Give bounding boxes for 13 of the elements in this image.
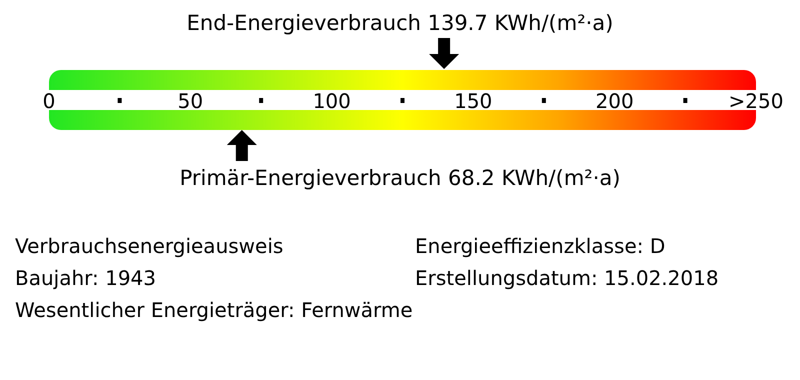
- x-tick-label: >250: [728, 89, 784, 113]
- annotation: Verbrauchsenergieausweis: [15, 234, 284, 258]
- y-tick-label: End-Energieverbrauch 139.7 KWh/(m²·a): [186, 11, 614, 35]
- x-tick-label: 50: [178, 89, 204, 113]
- text: Baujahr: 1943: [15, 266, 156, 290]
- text: Wesentlicher Energieträger: Fernwärme: [15, 298, 413, 322]
- text: Erstellungsdatum: 15.02.2018: [415, 266, 719, 290]
- annotation: Energieeffizienzklasse: D: [415, 234, 666, 258]
- y-tick-label: Primär-Energieverbrauch 68.2 KWh/(m²·a): [180, 166, 620, 190]
- x-tick-label: 200: [596, 89, 634, 113]
- x-tick-label: 150: [454, 89, 492, 113]
- x-tick-label: 100: [312, 89, 351, 113]
- x-tick-label: 0: [42, 89, 56, 113]
